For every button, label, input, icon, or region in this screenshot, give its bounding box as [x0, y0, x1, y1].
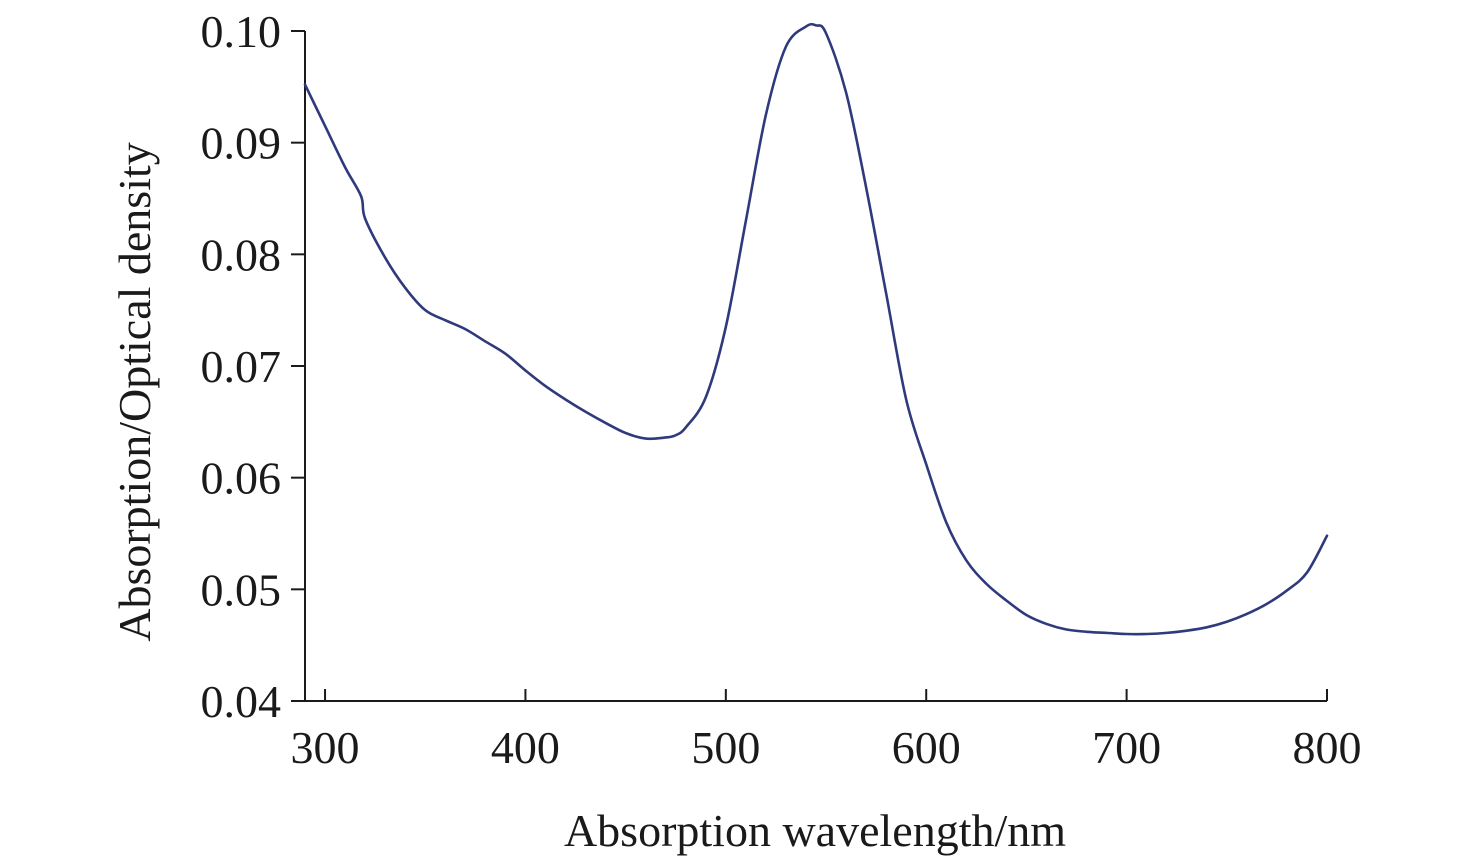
series-layer	[303, 22, 1329, 636]
series-line-0	[303, 22, 1329, 636]
x-tick-label: 700	[1092, 722, 1161, 773]
x-tick-label: 500	[691, 722, 760, 773]
x-tick-label: 300	[291, 722, 360, 773]
x-tick-label: 600	[892, 722, 961, 773]
x-tick-label: 400	[491, 722, 560, 773]
axes	[304, 31, 1327, 702]
y-tick-label: 0.10	[201, 6, 282, 57]
y-tick-label: 0.09	[201, 118, 282, 169]
y-tick-label: 0.04	[201, 676, 282, 727]
x-axis-title: Absorption wavelength/nm	[564, 805, 1066, 856]
y-axis-title: Absorption/Optical density	[109, 142, 160, 642]
ticks: 0.04 0.05 0.06 0.07 0.08 0.09 0.10 300 400 500 600…	[201, 6, 1362, 773]
y-tick-label: 0.06	[201, 453, 282, 504]
y-tick-label: 0.05	[201, 564, 282, 615]
x-tick-label: 800	[1293, 722, 1362, 773]
y-tick-label: 0.08	[201, 229, 282, 280]
y-tick-label: 0.07	[201, 341, 282, 392]
